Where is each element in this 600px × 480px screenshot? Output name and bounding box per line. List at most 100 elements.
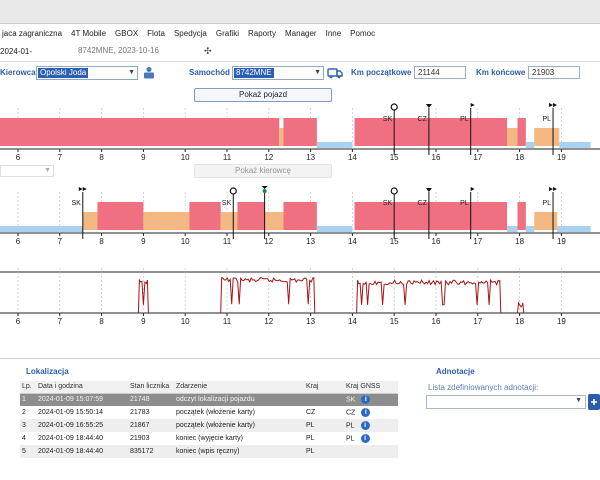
table-row[interactable]: 2 2024-01-09 15:50:14 21783 początek (wł… — [20, 406, 398, 419]
menu-item[interactable]: Raporty — [248, 28, 277, 38]
pin-icon — [390, 103, 398, 111]
table-row[interactable]: 1 2024-01-09 15:07:59 21748 odczyt lokal… — [20, 393, 398, 406]
x-tick-label: 9 — [141, 153, 146, 162]
driver-card-icon[interactable] — [143, 66, 155, 79]
triangle-marker-icon — [425, 104, 432, 108]
column-header[interactable]: Stan licznika — [128, 381, 174, 394]
x-tick-label: 18 — [515, 237, 524, 246]
menu-item[interactable]: Grafiki — [215, 28, 239, 38]
segment-other — [534, 212, 558, 230]
km-start-field[interactable]: 21144 — [414, 66, 466, 79]
cell: CZ — [306, 409, 316, 416]
double-flag-marker-icon — [549, 187, 558, 191]
speed-chart: 6 7 8 9 10 11 12 13 14 15 16 17 18 19 — [0, 266, 600, 332]
show-vehicle-button[interactable]: Pokaż pojazd — [194, 88, 332, 102]
cell: 3 — [20, 419, 36, 432]
vehicle-timeline-svg: 6 7 8 9 10 11 12 13 14 15 16 17 18 19 SK CZ PL PL — [0, 103, 600, 162]
info-icon[interactable]: i — [360, 434, 370, 443]
x-tick-label: 10 — [181, 153, 190, 162]
x-tick-label: 12 — [264, 237, 273, 246]
pin-marker-icon — [229, 187, 237, 195]
cell: odczyt lokalizacji pojazdu — [174, 393, 304, 406]
x-tick-label: 9 — [141, 237, 146, 246]
info-icon[interactable]: i — [361, 395, 371, 405]
annotation-title: Adnotacje — [436, 367, 475, 376]
segment-rest — [525, 226, 535, 232]
km-end-label: Km końcowe — [476, 68, 526, 77]
vehicle-value: 8742MNE — [234, 68, 274, 78]
marker-label: CZ — [418, 116, 428, 123]
menu-item[interactable]: jaca zagraniczna — [2, 28, 63, 38]
x-tick-label: 11 — [223, 317, 232, 326]
column-header[interactable]: Kraj GNSS — [344, 381, 398, 394]
x-tick-label: 14 — [348, 317, 357, 326]
double-flag-marker-icon — [549, 103, 558, 107]
cell: 21783 — [130, 409, 150, 416]
x-tick-label: 6 — [16, 317, 21, 326]
triangle-icon — [425, 188, 432, 192]
column-header[interactable]: Data i godzina — [36, 381, 128, 394]
x-tick-label: 11 — [223, 153, 232, 162]
cell — [304, 393, 344, 406]
gnss-country: PL — [346, 422, 355, 430]
add-annotation-button[interactable] — [588, 394, 600, 410]
info-icon[interactable]: i — [360, 421, 370, 430]
menu-item[interactable]: Spedycja — [173, 28, 207, 38]
menu-item[interactable]: Manager — [285, 28, 317, 38]
flag-marker-icon — [470, 103, 475, 107]
x-tick-label: 6 — [16, 153, 21, 162]
segment-rest — [507, 226, 518, 232]
tab-active[interactable]: 2024-01- — [0, 46, 37, 58]
x-tick-label: 19 — [557, 237, 566, 246]
status-dot-icon — [262, 189, 267, 193]
menu-item[interactable]: Flota — [147, 28, 165, 38]
flag-icon — [549, 103, 554, 107]
menu-item[interactable]: GBOX — [115, 28, 139, 38]
table-row[interactable]: 4 2024-01-09 18:44:40 21903 koniec (wyję… — [20, 432, 398, 445]
flag-icon — [470, 103, 475, 107]
driver-timeline-chart: 6 7 8 9 10 11 12 13 14 15 16 17 18 19 SK SK SK CZ PL PL — [0, 184, 600, 248]
segment-driving — [97, 202, 144, 230]
flag-icon — [553, 187, 558, 191]
menu-item[interactable]: 4T Mobile — [71, 28, 107, 38]
cell: 2024-01-09 16:55:25 — [36, 419, 128, 432]
tab-vehicle[interactable]: 8742MNE, 2023-10-16 — [78, 46, 159, 55]
menu-item[interactable]: Pomoc — [350, 28, 376, 38]
cell: 2024-01-09 18:44:40 — [36, 445, 128, 458]
column-header[interactable]: Lp. — [20, 381, 36, 394]
speed-series-line — [517, 301, 525, 314]
driver-chart-select[interactable]: ▼ — [0, 165, 54, 177]
segment-other — [220, 212, 238, 230]
marker-label: PL — [542, 116, 551, 123]
marker-label: CZ — [418, 200, 428, 207]
info-icon[interactable]: i — [361, 408, 371, 417]
truck-icon[interactable] — [327, 67, 343, 79]
annotation-select[interactable]: ▼ — [426, 395, 586, 409]
gnss-country: PL — [346, 435, 355, 443]
show-driver-button[interactable]: Pokaż kierowcę — [194, 164, 332, 178]
cell: PL — [306, 435, 315, 442]
x-tick-label: 10 — [181, 237, 190, 246]
driver-timeline-svg: 6 7 8 9 10 11 12 13 14 15 16 17 18 19 SK SK SK CZ PL PL — [0, 186, 600, 246]
driver-select[interactable]: Opolski Joda ▼ — [36, 66, 138, 80]
cell: koniec (wpis ręczny) — [174, 445, 304, 458]
km-end-field[interactable]: 21903 — [528, 66, 580, 79]
table-row[interactable]: 3 2024-01-09 16:55:25 21867 początek (wł… — [20, 419, 398, 432]
pin-icon — [390, 187, 398, 195]
cell: PL i — [344, 419, 398, 432]
segment-other — [534, 128, 560, 146]
column-header[interactable]: Zdarzenie — [174, 381, 304, 394]
cell: 5 — [20, 445, 36, 458]
segment-driving — [283, 118, 317, 146]
table-row[interactable]: 5 2024-01-09 18:44:40 835172 koniec (wpi… — [20, 445, 398, 458]
segment-driving — [517, 118, 526, 146]
segment-other — [264, 212, 284, 230]
segment-driving — [0, 118, 280, 146]
pin-icon[interactable]: ✣ — [204, 46, 212, 56]
column-header[interactable]: Kraj — [304, 381, 344, 394]
menu-item[interactable]: Inne — [325, 28, 342, 38]
pin-marker-icon — [390, 187, 398, 195]
vehicle-select[interactable]: 8742MNE ▼ — [232, 66, 324, 80]
km-start-label: Km początkowe — [351, 68, 412, 77]
cell: 2 — [22, 409, 26, 416]
